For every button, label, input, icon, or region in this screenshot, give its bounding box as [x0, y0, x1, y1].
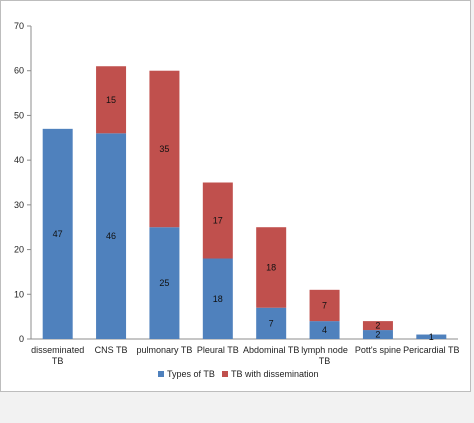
- y-tick-label: 40: [14, 155, 24, 165]
- data-label: 46: [106, 231, 116, 241]
- y-tick-label: 70: [14, 21, 24, 31]
- legend-swatch: [158, 371, 164, 377]
- x-tick-label: CNS TB: [95, 345, 128, 355]
- data-label: 2: [375, 321, 380, 331]
- bar-tb-with-dissemination: [256, 227, 287, 308]
- legend-label: Types of TB: [167, 369, 215, 379]
- y-tick-label: 60: [14, 66, 24, 76]
- x-tick-label: Pott's spine: [355, 345, 401, 355]
- data-label: 25: [159, 278, 169, 288]
- bar-types-of-tb: [202, 258, 233, 339]
- data-label: 47: [53, 229, 63, 239]
- bar-types-of-tb: [416, 334, 447, 339]
- bar-tb-with-dissemination: [96, 66, 127, 134]
- data-label: 35: [159, 144, 169, 154]
- data-label: 1: [429, 332, 434, 342]
- data-label: 15: [106, 95, 116, 105]
- y-tick-label: 50: [14, 110, 24, 120]
- data-label: 18: [266, 262, 276, 272]
- bar-tb-with-dissemination: [309, 289, 340, 322]
- bar-types-of-tb: [149, 227, 180, 339]
- x-tick-label: lymph node TB: [301, 345, 348, 366]
- legend-label: TB with dissemination: [231, 369, 319, 379]
- bar-types-of-tb: [309, 321, 340, 339]
- data-label: 18: [213, 294, 223, 304]
- x-tick-label: Pleural TB: [197, 345, 239, 355]
- bar-types-of-tb: [362, 330, 393, 339]
- y-tick-label: 30: [14, 200, 24, 210]
- data-label: 7: [322, 300, 327, 310]
- y-tick-label: 20: [14, 245, 24, 255]
- y-tick-label: 10: [14, 289, 24, 299]
- data-label: 2: [375, 330, 380, 340]
- bar-tb-with-dissemination: [202, 182, 233, 259]
- x-tick-label: disseminated TB: [31, 345, 84, 366]
- bar-types-of-tb: [96, 133, 127, 339]
- x-tick-label: Pericardial TB: [403, 345, 459, 355]
- x-tick-label: pulmonary TB: [137, 345, 193, 355]
- x-tick-label: Abdominal TB: [243, 345, 299, 355]
- bar-tb-with-dissemination: [362, 321, 393, 331]
- bar-types-of-tb: [42, 128, 73, 339]
- y-tick-label: 0: [19, 334, 24, 344]
- legend-swatch: [222, 371, 228, 377]
- bar-tb-with-dissemination: [149, 70, 180, 228]
- bar-types-of-tb: [256, 307, 287, 339]
- data-label: 17: [213, 216, 223, 226]
- data-label: 4: [322, 325, 327, 335]
- data-label: 7: [269, 318, 274, 328]
